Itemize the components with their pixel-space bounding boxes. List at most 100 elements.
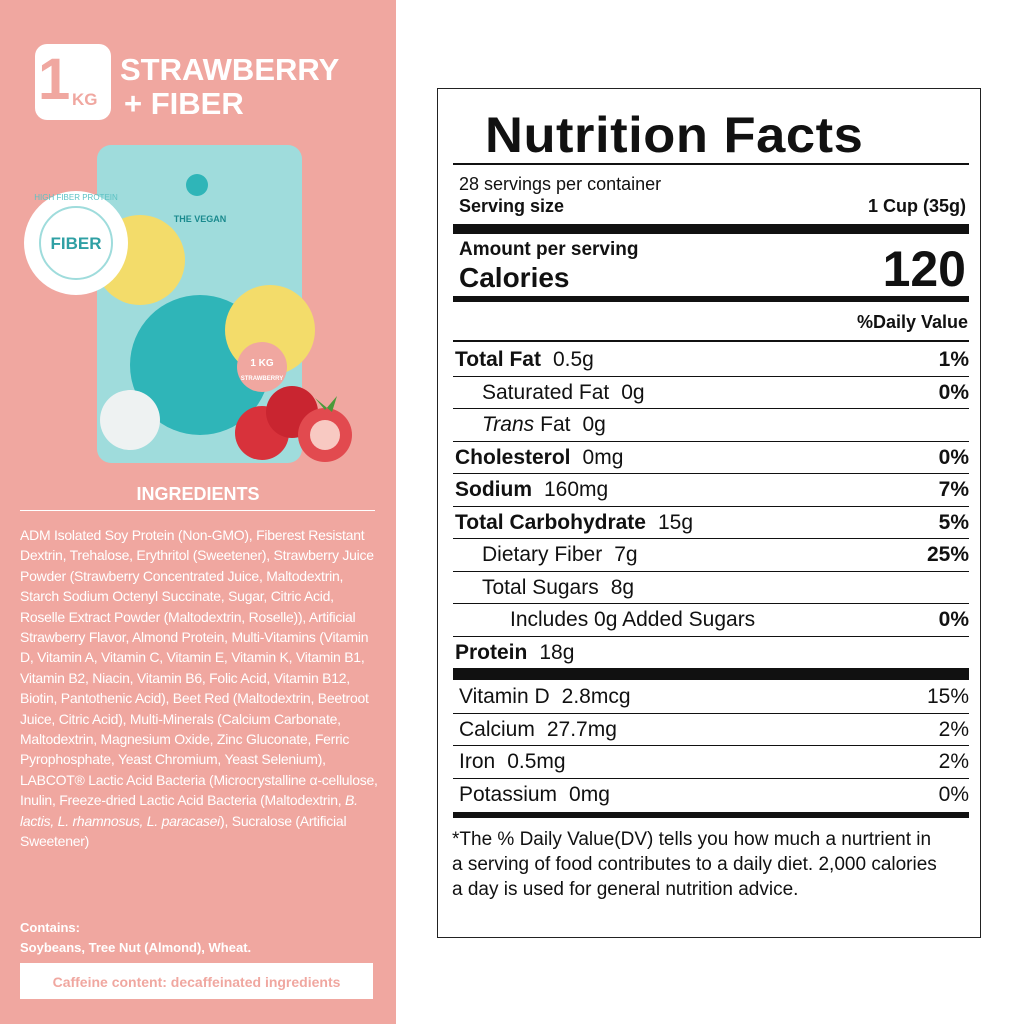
nutrient-name: Protein: [455, 640, 528, 664]
nutrient-name: Potassium: [459, 782, 558, 806]
leaf: [315, 396, 337, 412]
nutrition-label: [437, 88, 981, 938]
nutrient-amount: 0g: [621, 380, 645, 404]
rule: [453, 408, 969, 409]
left-panel: 1 KG STRAWBERRY + FIBER THE VEGAN 1 KG S…: [0, 0, 396, 1024]
decor: [100, 390, 160, 450]
rule: [453, 505, 969, 507]
amount-per-serving: Amount per serving: [459, 239, 639, 260]
nutrient-amount: 0mg: [569, 782, 610, 806]
nutrient-amount: 18g: [539, 640, 575, 664]
nutrient-dv: 2%: [938, 750, 969, 773]
product-title: STRAWBERRY: [120, 52, 340, 87]
rule: [453, 473, 969, 474]
nutrient-row: Cholesterol 0mg 0%: [453, 442, 969, 474]
footnote: *The % Daily Value(DV) tells you how muc…: [452, 829, 937, 900]
nutrient-row: Includes 0g Added Sugars 0%: [453, 604, 969, 636]
nutrient-dv: 0%: [938, 782, 969, 806]
nutrient-row: Total Fat 0.5g 1%: [453, 344, 969, 376]
nutrient-amount: 0g: [582, 413, 606, 436]
nutrient-amount: 2.8mcg: [561, 685, 631, 708]
nutrient-dv: 0%: [938, 380, 969, 404]
servings: 28 servings per container: [459, 174, 662, 194]
nutrient-amount: 160mg: [544, 478, 609, 501]
nutrient-dv: 5%: [938, 510, 969, 534]
ingredients-part: ADM Isolated Soy Protein (Non-GMO), Fibe…: [20, 527, 378, 809]
nutrient-name: Iron: [459, 750, 496, 773]
nutrient-amount: 7g: [614, 543, 638, 566]
rule: [453, 745, 969, 746]
nutrient-row: Iron 0.5mg 2%: [453, 746, 969, 778]
nutrient-dv: 2%: [938, 717, 969, 741]
nutrient-name: Total Sugars: [482, 575, 599, 599]
rule: [453, 340, 969, 342]
nutrient-row: Total Carbohydrate 15g 5%: [453, 507, 969, 539]
ingredients-text: ADM Isolated Soy Protein (Non-GMO), Fibe…: [20, 525, 380, 852]
rule: [453, 635, 969, 637]
serving-size-label: Serving size: [459, 196, 565, 216]
rule: [453, 668, 969, 680]
nutrient-dv: 7%: [938, 478, 969, 501]
rule: [453, 296, 969, 302]
rule: [453, 375, 969, 377]
contains-label: Contains:: [20, 920, 80, 935]
nutrient-amount: 8g: [610, 575, 635, 599]
nutrient-name: Vitamin D: [459, 685, 550, 708]
nutrient-name: Saturated Fat: [482, 380, 610, 404]
nutrient-name: Total Fat: [455, 348, 541, 371]
nutrient-name: Sodium: [455, 478, 532, 501]
strawberry-cut: [310, 420, 340, 450]
nutrient-dv: 25%: [926, 543, 969, 566]
rule: [453, 163, 969, 165]
size-unit: KG: [72, 90, 98, 109]
nutrient-name: Calcium: [459, 717, 535, 741]
caffeine-box: [20, 963, 373, 999]
brand: THE VEGAN: [174, 214, 227, 224]
pouch-size: 1 KG: [250, 358, 274, 369]
size-number: 1: [38, 47, 71, 112]
nutrient-row: Vitamin D 2.8mcg 15%: [453, 681, 969, 713]
rule: [453, 440, 969, 442]
nutrient-row: Saturated Fat 0g 0%: [453, 377, 969, 409]
calories: 120: [882, 241, 966, 297]
nutrient-amount: 27.7mg: [546, 717, 617, 741]
product-image: THE VEGAN 1 KG STRAWBERRY HIGH FIBER PRO…: [24, 145, 352, 463]
nutrient-row: Total Sugars 8g: [453, 572, 969, 604]
product-title: + FIBER: [124, 86, 244, 121]
size-badge: [35, 44, 111, 120]
ingredients-part: ), Sucralose (Artificial Sweetener): [20, 812, 347, 850]
nutrient-amount: 0.5g: [552, 348, 594, 371]
nutrient-name: Includes 0g Added Sugars: [510, 608, 756, 631]
nutrient-amount: 0mg: [582, 445, 624, 469]
rule: [453, 777, 969, 779]
ingredients-title: INGREDIENTS: [136, 484, 260, 504]
rule: [453, 224, 969, 234]
ingredients-part: B. lactis, L. rhamnosus, L. paracasei: [20, 792, 358, 829]
nutrient-name: Total Carbohydrate: [455, 510, 646, 534]
nutrient-dv: 0%: [938, 445, 969, 469]
label-title: Nutrition Facts: [485, 107, 864, 163]
nutrient-name: Fat: [540, 413, 571, 436]
nutrient-row: Dietary Fiber 7g 25%: [453, 539, 969, 571]
fiber-ring: [39, 206, 113, 280]
rule: [453, 812, 969, 818]
badge-ring-text: HIGH FIBER PROTEIN: [34, 193, 118, 202]
nutrient-name: Dietary Fiber: [482, 543, 603, 566]
nutrient-dv: 1%: [938, 348, 969, 371]
nutrient-amount: 0.5mg: [507, 750, 566, 773]
caffeine: Caffeine content: decaffeinated ingredie…: [52, 974, 341, 990]
rule: [453, 603, 969, 604]
contains: Soybeans, Tree Nut (Almond), Wheat.: [20, 940, 252, 955]
logo: [186, 174, 208, 196]
nutrient-row: Sodium 160mg 7%: [453, 474, 969, 506]
rule: [453, 570, 969, 572]
nutrient-row: Potassium 0mg 0%: [453, 779, 969, 811]
divider: [20, 510, 375, 511]
rule: [453, 712, 969, 714]
nutrient-row: Trans Fat 0g: [453, 409, 969, 441]
nutrient-name: Cholesterol: [455, 445, 571, 469]
pouch-badge: [237, 342, 287, 392]
calories-label: Calories: [459, 262, 570, 293]
pouch-flavor: STRAWBERRY: [241, 376, 283, 382]
dv-header: %Daily Value: [856, 312, 968, 332]
